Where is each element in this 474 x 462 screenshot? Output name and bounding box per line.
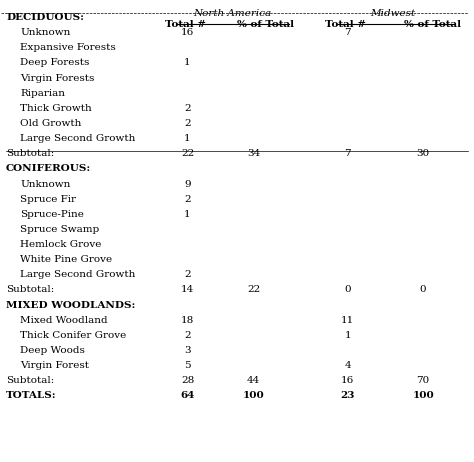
Text: 22: 22: [247, 286, 260, 294]
Text: 4: 4: [345, 361, 351, 370]
Text: 7: 7: [345, 28, 351, 37]
Text: Mixed Woodland: Mixed Woodland: [20, 316, 108, 325]
Text: Spruce-Pine: Spruce-Pine: [20, 210, 84, 219]
Text: 1: 1: [184, 59, 191, 67]
Text: Thick Growth: Thick Growth: [20, 104, 92, 113]
Text: Subtotal:: Subtotal:: [6, 149, 55, 158]
Text: Total #: Total #: [164, 20, 206, 29]
Text: 70: 70: [417, 376, 430, 385]
Text: White Pine Grove: White Pine Grove: [20, 255, 112, 264]
Text: Total #: Total #: [325, 20, 366, 29]
Text: North America: North America: [193, 9, 271, 18]
Text: 3: 3: [184, 346, 191, 355]
Text: Riparian: Riparian: [20, 89, 65, 98]
Text: Thick Conifer Grove: Thick Conifer Grove: [20, 331, 127, 340]
Text: 18: 18: [181, 316, 194, 325]
Text: Spruce Fir: Spruce Fir: [20, 195, 76, 204]
Text: 34: 34: [247, 149, 260, 158]
Text: 11: 11: [341, 316, 355, 325]
Text: 9: 9: [184, 180, 191, 188]
Text: Old Growth: Old Growth: [20, 119, 82, 128]
Text: 1: 1: [184, 210, 191, 219]
Text: CONIFEROUS:: CONIFEROUS:: [6, 164, 91, 173]
Text: Hemlock Grove: Hemlock Grove: [20, 240, 101, 249]
Text: 23: 23: [340, 391, 355, 401]
Text: 0: 0: [420, 286, 427, 294]
Text: Subtotal:: Subtotal:: [6, 376, 55, 385]
Text: Spruce Swamp: Spruce Swamp: [20, 225, 100, 234]
Text: 100: 100: [412, 391, 434, 401]
Text: Unknown: Unknown: [20, 28, 71, 37]
Text: Large Second Growth: Large Second Growth: [20, 270, 136, 280]
Text: 1: 1: [345, 331, 351, 340]
Text: 2: 2: [184, 195, 191, 204]
Text: 2: 2: [184, 331, 191, 340]
Text: TOTALS:: TOTALS:: [6, 391, 57, 401]
Text: % of Total: % of Total: [404, 20, 461, 29]
Text: Deep Forests: Deep Forests: [20, 59, 90, 67]
Text: 16: 16: [181, 28, 194, 37]
Text: 2: 2: [184, 270, 191, 280]
Text: Virgin Forests: Virgin Forests: [20, 73, 95, 83]
Text: % of Total: % of Total: [237, 20, 294, 29]
Text: 2: 2: [184, 119, 191, 128]
Text: 7: 7: [345, 149, 351, 158]
Text: 44: 44: [247, 376, 260, 385]
Text: Expansive Forests: Expansive Forests: [20, 43, 116, 52]
Text: 5: 5: [184, 361, 191, 370]
Text: Virgin Forest: Virgin Forest: [20, 361, 89, 370]
Text: Large Second Growth: Large Second Growth: [20, 134, 136, 143]
Text: 2: 2: [184, 104, 191, 113]
Text: 64: 64: [180, 391, 195, 401]
Text: Deep Woods: Deep Woods: [20, 346, 85, 355]
Text: 30: 30: [417, 149, 430, 158]
Text: 1: 1: [184, 134, 191, 143]
Text: 0: 0: [345, 286, 351, 294]
Text: Subtotal:: Subtotal:: [6, 286, 55, 294]
Text: Unknown: Unknown: [20, 180, 71, 188]
Text: 14: 14: [181, 286, 194, 294]
Text: Midwest: Midwest: [370, 9, 415, 18]
Text: 16: 16: [341, 376, 355, 385]
Text: 22: 22: [181, 149, 194, 158]
Text: MIXED WOODLANDS:: MIXED WOODLANDS:: [6, 301, 136, 310]
Text: 100: 100: [243, 391, 264, 401]
Text: 28: 28: [181, 376, 194, 385]
Text: DECIDUOUS:: DECIDUOUS:: [6, 13, 84, 22]
